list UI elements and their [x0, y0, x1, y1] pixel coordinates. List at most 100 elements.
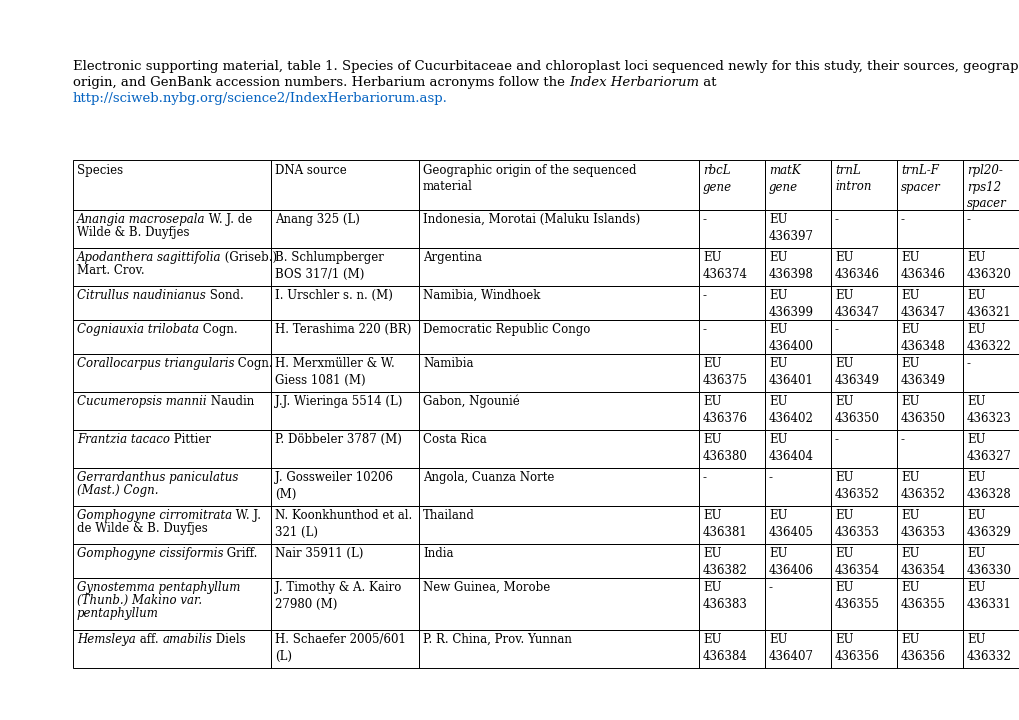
Text: EU
436328: EU 436328	[966, 471, 1011, 500]
Text: EU
436405: EU 436405	[768, 509, 813, 539]
Bar	[698, 578, 764, 630]
Bar	[698, 506, 764, 544]
Text: EU
436356: EU 436356	[900, 633, 945, 662]
Bar	[764, 578, 830, 630]
Text: EU
436323: EU 436323	[966, 395, 1011, 425]
Bar	[830, 506, 896, 544]
Text: Gynostemma pentaphyllum: Gynostemma pentaphyllum	[76, 581, 240, 594]
Bar	[764, 160, 830, 210]
Text: P. R. China, Prov. Yunnan: P. R. China, Prov. Yunnan	[423, 633, 572, 646]
Bar	[419, 544, 698, 578]
Bar	[962, 160, 1019, 210]
Text: EU
436352: EU 436352	[835, 471, 879, 500]
Text: Nair 35911 (L): Nair 35911 (L)	[275, 547, 363, 560]
Text: J. Timothy & A. Kairo
27980 (M): J. Timothy & A. Kairo 27980 (M)	[275, 581, 401, 611]
Bar	[698, 392, 764, 430]
Text: P. Döbbeler 3787 (M): P. Döbbeler 3787 (M)	[275, 433, 401, 446]
Bar	[419, 160, 698, 210]
Bar	[698, 354, 764, 392]
Bar	[830, 430, 896, 468]
Bar	[73, 210, 271, 248]
Bar	[698, 210, 764, 248]
Bar	[73, 354, 271, 392]
Bar	[830, 544, 896, 578]
Text: Apodanthera sagittifolia: Apodanthera sagittifolia	[76, 251, 221, 264]
Bar	[896, 430, 962, 468]
Text: EU
436354: EU 436354	[835, 547, 879, 577]
Bar	[73, 430, 271, 468]
Bar	[271, 430, 419, 468]
Text: EU
436320: EU 436320	[966, 251, 1011, 281]
Text: Sond.: Sond.	[206, 289, 244, 302]
Bar	[73, 248, 271, 286]
Text: EU
436380: EU 436380	[702, 433, 747, 462]
Bar	[764, 354, 830, 392]
Bar	[830, 354, 896, 392]
Text: EU
436332: EU 436332	[966, 633, 1011, 662]
Text: EU
436401: EU 436401	[768, 357, 813, 387]
Text: EU
436406: EU 436406	[768, 547, 813, 577]
Bar	[271, 286, 419, 320]
Bar	[764, 430, 830, 468]
Bar	[830, 248, 896, 286]
Text: EU
436347: EU 436347	[900, 289, 945, 318]
Bar	[764, 506, 830, 544]
Text: New Guinea, Morobe: New Guinea, Morobe	[423, 581, 549, 594]
Bar	[962, 286, 1019, 320]
Text: EU
436374: EU 436374	[702, 251, 747, 281]
Text: EU
436384: EU 436384	[702, 633, 747, 662]
Bar	[271, 630, 419, 668]
Bar	[896, 506, 962, 544]
Text: EU
436347: EU 436347	[835, 289, 879, 318]
Bar	[896, 578, 962, 630]
Bar	[271, 578, 419, 630]
Text: -: -	[835, 433, 839, 446]
Bar	[962, 430, 1019, 468]
Text: (Griseb.): (Griseb.)	[221, 251, 277, 264]
Bar	[962, 354, 1019, 392]
Bar	[896, 630, 962, 668]
Text: aff.: aff.	[136, 633, 162, 646]
Bar	[962, 578, 1019, 630]
Text: EU
436375: EU 436375	[702, 357, 747, 387]
Bar	[962, 468, 1019, 506]
Text: Citrullus naudinianus: Citrullus naudinianus	[76, 289, 206, 302]
Text: matK
gene: matK gene	[768, 164, 800, 194]
Bar	[419, 248, 698, 286]
Bar	[764, 630, 830, 668]
Text: -: -	[900, 213, 904, 226]
Text: origin, and GenBank accession numbers. Herbarium acronyms follow the: origin, and GenBank accession numbers. H…	[73, 76, 569, 89]
Text: Hemsleya: Hemsleya	[76, 633, 136, 646]
Bar	[764, 248, 830, 286]
Text: J. Gossweiler 10206
(M): J. Gossweiler 10206 (M)	[275, 471, 392, 500]
Bar	[962, 506, 1019, 544]
Bar	[73, 160, 271, 210]
Text: EU
436350: EU 436350	[835, 395, 879, 425]
Bar	[962, 320, 1019, 354]
Text: EU
436352: EU 436352	[900, 471, 945, 500]
Text: India: India	[423, 547, 453, 560]
Text: EU
436397: EU 436397	[768, 213, 813, 243]
Bar	[896, 392, 962, 430]
Text: Index Herbariorum: Index Herbariorum	[569, 76, 699, 89]
Bar	[764, 210, 830, 248]
Text: Pittier: Pittier	[170, 433, 211, 446]
Text: H. Schaefer 2005/601
(L): H. Schaefer 2005/601 (L)	[275, 633, 406, 662]
Text: EU
436327: EU 436327	[966, 433, 1011, 462]
Text: EU
436383: EU 436383	[702, 581, 747, 611]
Text: EU
436400: EU 436400	[768, 323, 813, 353]
Text: Anang 325 (L): Anang 325 (L)	[275, 213, 360, 226]
Text: Namibia, Windhoek: Namibia, Windhoek	[423, 289, 540, 302]
Bar	[419, 354, 698, 392]
Bar	[73, 286, 271, 320]
Bar	[271, 392, 419, 430]
Bar	[764, 392, 830, 430]
Text: N. Koonkhunthod et al.
321 (L): N. Koonkhunthod et al. 321 (L)	[275, 509, 412, 539]
Bar	[271, 506, 419, 544]
Text: -: -	[768, 581, 772, 594]
Text: EU
436346: EU 436346	[900, 251, 945, 281]
Text: Cogn.: Cogn.	[199, 323, 237, 336]
Bar	[830, 468, 896, 506]
Bar	[698, 286, 764, 320]
Bar	[419, 210, 698, 248]
